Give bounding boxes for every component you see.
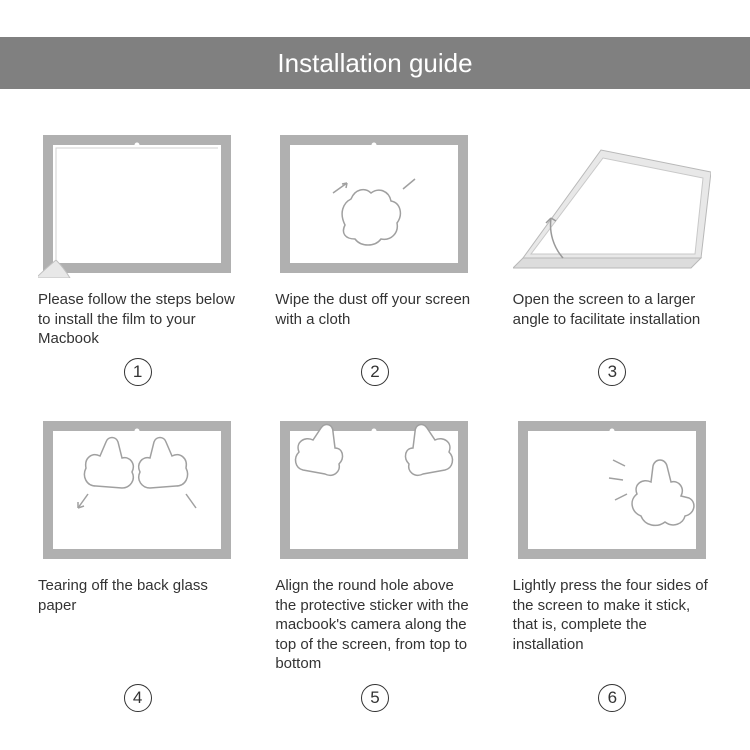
step-cell-5: Align the round hole above the protectiv… xyxy=(275,416,474,712)
step-number-4: 4 xyxy=(124,684,152,712)
header-title: Installation guide xyxy=(277,48,472,79)
step-caption-5: Align the round hole above the protectiv… xyxy=(275,576,474,676)
step-number-3: 3 xyxy=(598,358,626,386)
step-cell-2: Wipe the dust off your screen with a clo… xyxy=(275,130,474,386)
step-number-2: 2 xyxy=(361,358,389,386)
step-caption-6: Lightly press the four sides of the scre… xyxy=(513,576,712,676)
step-cell-3: Open the screen to a larger angle to fac… xyxy=(513,130,712,386)
step-illustration-4 xyxy=(38,416,236,564)
step-illustration-3 xyxy=(513,130,711,278)
step-illustration-2 xyxy=(275,130,473,278)
step-caption-2: Wipe the dust off your screen with a clo… xyxy=(275,290,474,350)
step-number-1: 1 xyxy=(124,358,152,386)
step-caption-1: Please follow the steps below to install… xyxy=(38,290,237,350)
step-number-5: 5 xyxy=(361,684,389,712)
steps-grid: Please follow the steps below to install… xyxy=(38,130,712,712)
step-illustration-6 xyxy=(513,416,711,564)
step-cell-4: Tearing off the back glass paper 4 xyxy=(38,416,237,712)
step-illustration-5 xyxy=(275,416,473,564)
step-cell-1: Please follow the steps below to install… xyxy=(38,130,237,386)
header-bar: Installation guide xyxy=(0,37,750,89)
step-number-6: 6 xyxy=(598,684,626,712)
step-caption-4: Tearing off the back glass paper xyxy=(38,576,237,676)
step-illustration-1 xyxy=(38,130,236,278)
step-caption-3: Open the screen to a larger angle to fac… xyxy=(513,290,712,350)
step-cell-6: Lightly press the four sides of the scre… xyxy=(513,416,712,712)
